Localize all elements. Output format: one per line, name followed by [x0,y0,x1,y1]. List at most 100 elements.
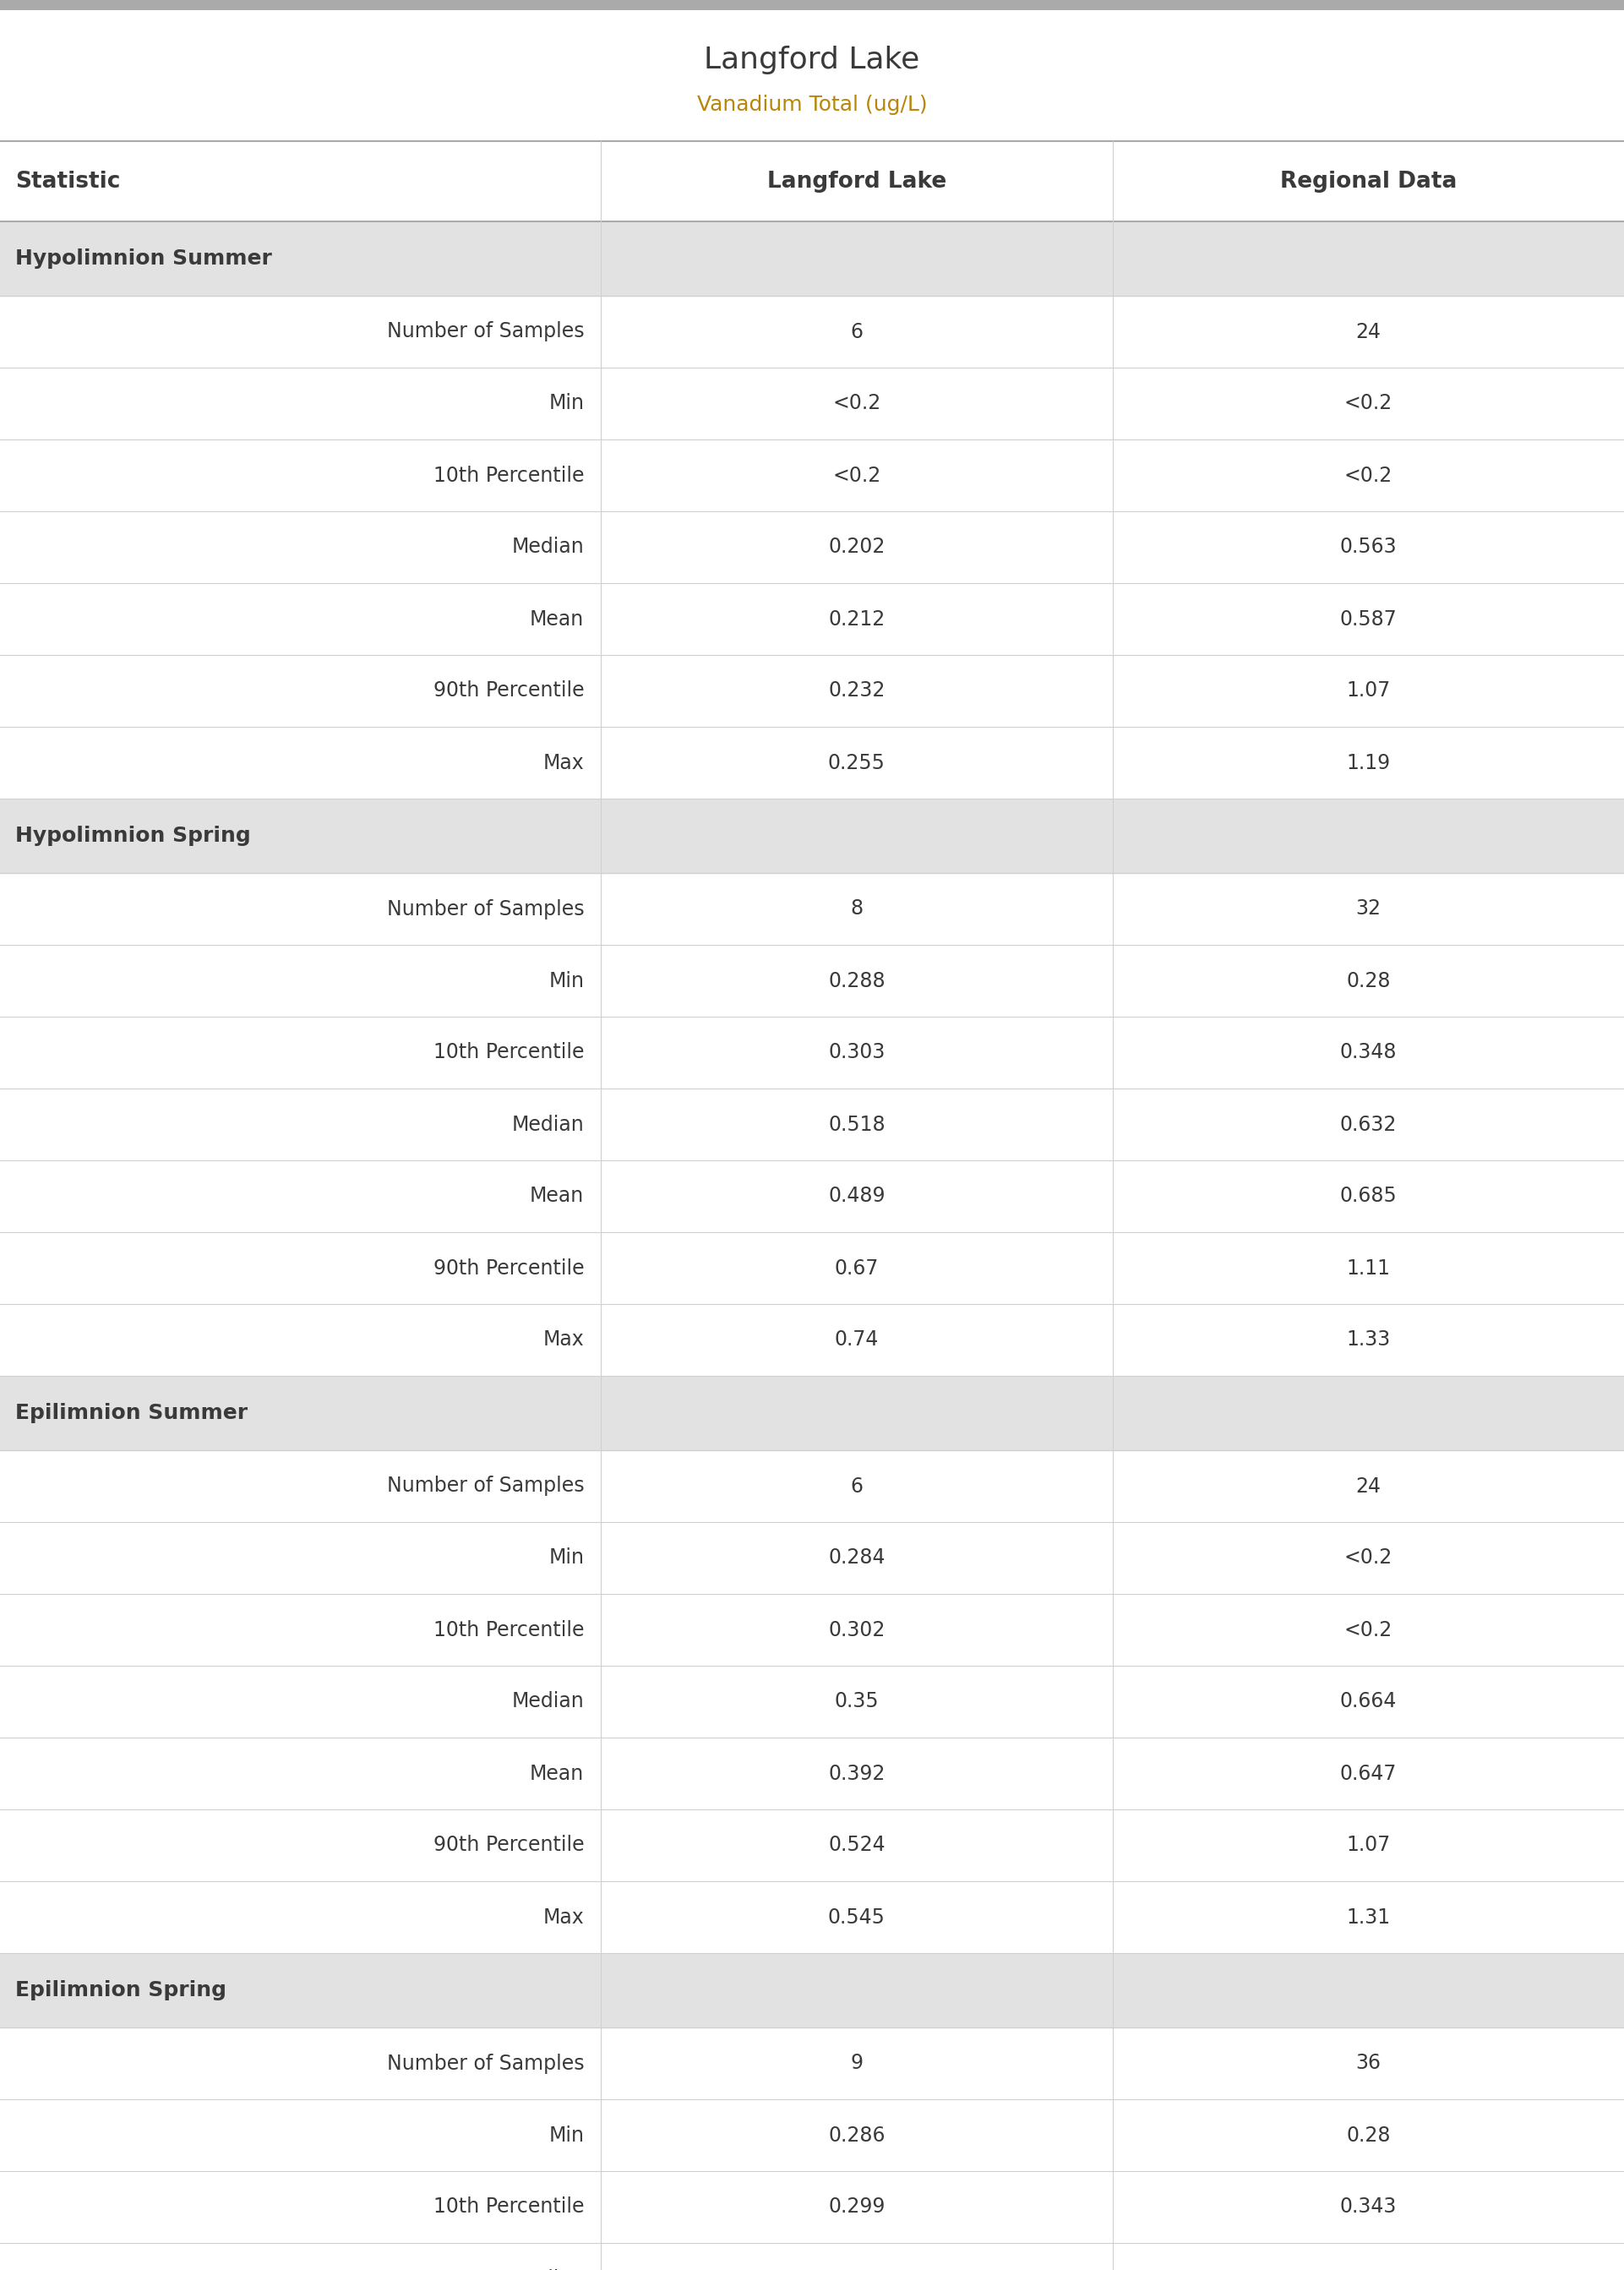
Bar [0,1952,1624,2027]
Bar [0,1376,1624,1451]
Text: 9: 9 [851,2054,862,2073]
Bar [0,1233,1624,1303]
Bar [0,2170,1624,2243]
Bar [0,368,1624,440]
Text: 32: 32 [1356,899,1380,919]
Bar [0,1303,1624,1376]
Text: Median: Median [512,1115,585,1135]
Text: 1.33: 1.33 [1346,1330,1390,1351]
Text: 10th Percentile: 10th Percentile [434,2197,585,2218]
Text: 0.664: 0.664 [1340,1691,1397,1712]
Bar [0,1090,1624,1160]
Bar [0,141,1624,222]
Text: Epilimnion Spring: Epilimnion Spring [15,1979,226,2000]
Bar [0,440,1624,511]
Text: Vanadium Total (ug/L): Vanadium Total (ug/L) [697,95,927,114]
Text: Min: Min [549,393,585,413]
Bar [0,726,1624,799]
Text: Min: Min [549,1548,585,1569]
Text: 0.35: 0.35 [835,1691,879,1712]
Text: Number of Samples: Number of Samples [387,899,585,919]
Text: 1.19: 1.19 [1346,754,1390,772]
Bar [0,1523,1624,1594]
Text: <0.2: <0.2 [1345,1621,1392,1639]
Bar [0,1451,1624,1523]
Bar [0,1882,1624,1952]
Text: Hypolimnion Spring: Hypolimnion Spring [15,826,250,847]
Text: 0.524: 0.524 [828,1834,885,1855]
Text: Min: Min [549,972,585,992]
Text: 0.212: 0.212 [828,608,885,629]
Text: Median: Median [512,538,585,558]
Text: 0.302: 0.302 [828,1621,885,1639]
Text: 0.647: 0.647 [1340,1764,1397,1784]
Text: 0.518: 0.518 [828,1115,885,1135]
Bar [0,1737,1624,1809]
Text: <0.2: <0.2 [833,393,880,413]
Text: 6: 6 [851,322,862,343]
Bar [0,583,1624,656]
Text: 0.343: 0.343 [1340,2197,1397,2218]
Text: 0.284: 0.284 [828,1548,885,1569]
Bar [0,1160,1624,1233]
Text: 1.31: 1.31 [1346,1907,1390,1927]
Text: 0.303: 0.303 [828,1042,885,1062]
Text: 1.07: 1.07 [1346,1834,1390,1855]
Text: Median: Median [512,1691,585,1712]
Text: 0.28: 0.28 [1346,972,1390,992]
Text: Max: Max [542,1330,585,1351]
Text: 0.202: 0.202 [828,538,885,558]
Text: 0.74: 0.74 [835,1330,879,1351]
Text: 0.685: 0.685 [1340,1187,1397,1205]
Bar [0,799,1624,874]
Text: Max: Max [542,1907,585,1927]
Bar [0,2100,1624,2170]
Text: 1.11: 1.11 [1346,1258,1390,1278]
Text: 90th Percentile: 90th Percentile [434,681,585,701]
Text: 0.587: 0.587 [1340,608,1397,629]
Bar [0,1809,1624,1882]
Text: 0.232: 0.232 [828,681,885,701]
Text: Langford Lake: Langford Lake [705,45,919,75]
Bar [0,511,1624,583]
Bar [0,1666,1624,1737]
Text: Mean: Mean [529,608,585,629]
Bar [0,2027,1624,2100]
Text: 1.07: 1.07 [1346,681,1390,701]
Text: <0.2: <0.2 [1345,1548,1392,1569]
Text: 0.392: 0.392 [828,1764,885,1784]
Text: 10th Percentile: 10th Percentile [434,1621,585,1639]
Text: Hypolimnion Summer: Hypolimnion Summer [15,247,271,268]
Bar [0,1594,1624,1666]
Text: 10th Percentile: 10th Percentile [434,1042,585,1062]
Text: Max: Max [542,754,585,772]
Text: 0.299: 0.299 [828,2197,885,2218]
Text: 90th Percentile: 90th Percentile [434,1834,585,1855]
Text: 0.255: 0.255 [828,754,885,772]
Text: 0.489: 0.489 [828,1187,885,1205]
Bar [0,2243,1624,2270]
Text: Mean: Mean [529,1187,585,1205]
Text: Min: Min [549,2125,585,2145]
Text: 0.28: 0.28 [1346,2125,1390,2145]
Text: 0.288: 0.288 [828,972,885,992]
Bar [0,0,1624,9]
Text: 0.563: 0.563 [1340,538,1397,558]
Text: 0.632: 0.632 [1340,1115,1397,1135]
Text: 8: 8 [851,899,862,919]
Text: 24: 24 [1356,1476,1380,1496]
Bar [0,656,1624,726]
Text: Langford Lake: Langford Lake [767,170,947,193]
Text: 6: 6 [851,1476,862,1496]
Bar [0,222,1624,295]
Text: Number of Samples: Number of Samples [387,2054,585,2073]
Text: <0.2: <0.2 [833,465,880,486]
Bar [0,1017,1624,1090]
Text: <0.2: <0.2 [1345,465,1392,486]
Text: 90th Percentile: 90th Percentile [434,1258,585,1278]
Bar [0,944,1624,1017]
Text: Statistic: Statistic [15,170,120,193]
Text: Mean: Mean [529,1764,585,1784]
Text: Epilimnion Summer: Epilimnion Summer [15,1403,248,1423]
Text: 0.286: 0.286 [828,2125,885,2145]
